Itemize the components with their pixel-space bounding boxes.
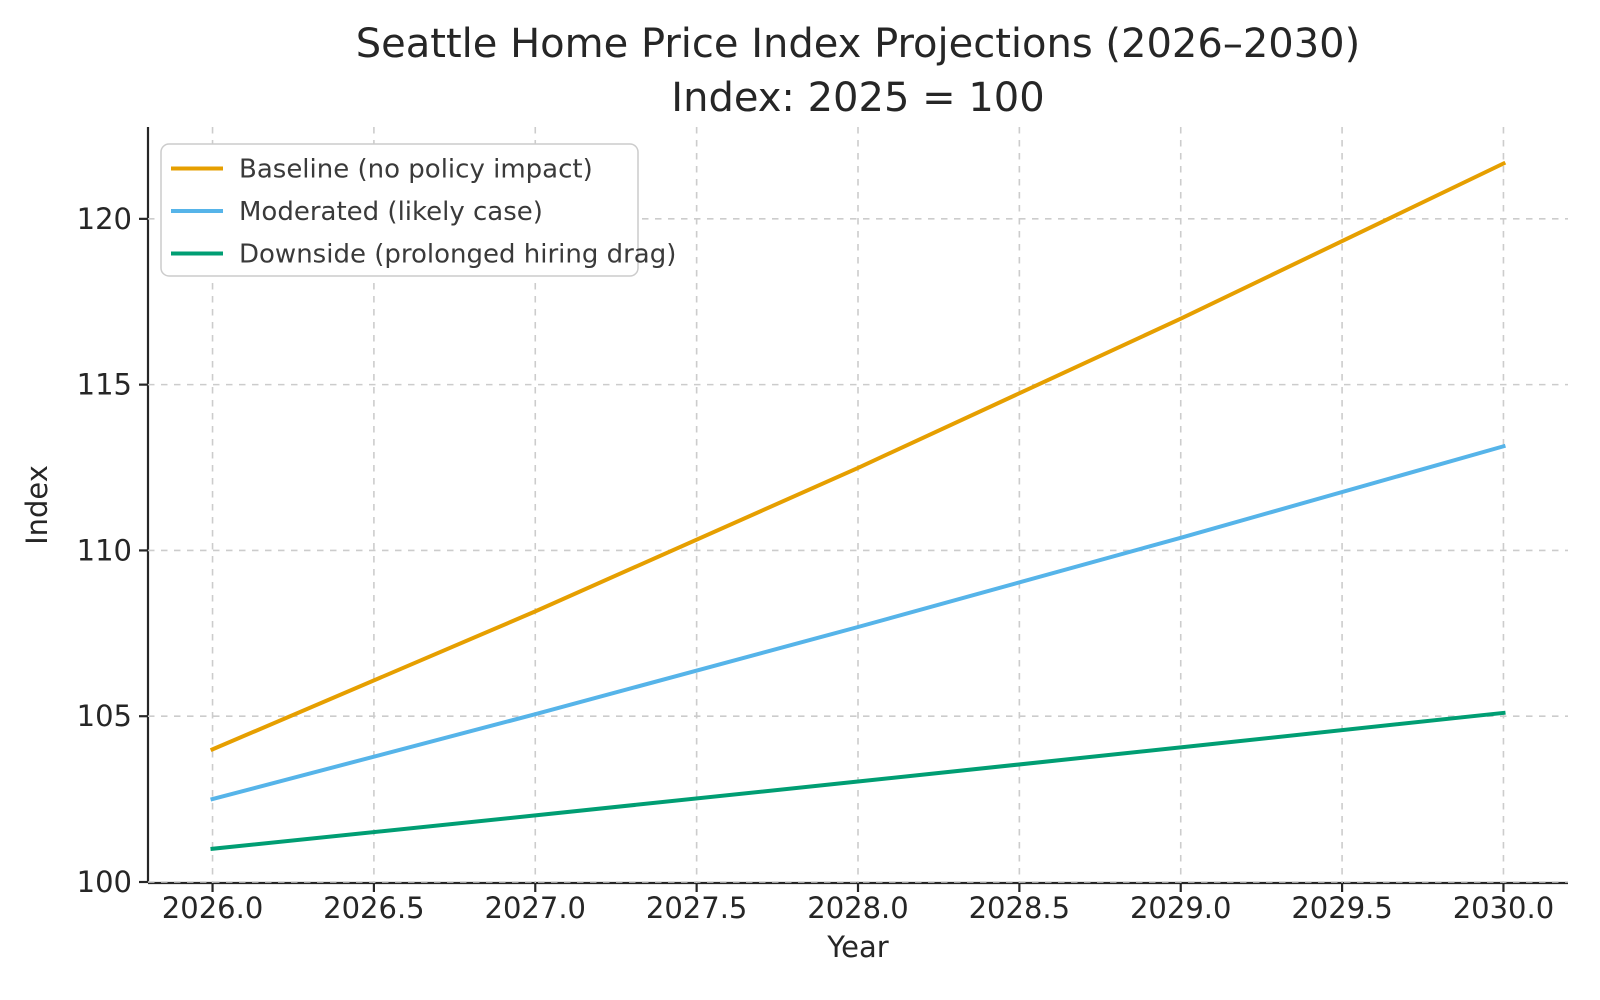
y-tick-label: 115 (77, 368, 132, 402)
legend-label-moderated: Moderated (likely case) (239, 197, 543, 227)
x-tick-label: 2027.0 (485, 891, 586, 925)
chart-subtitle: Index: 2025 = 100 (671, 75, 1044, 121)
axis-ticks: 2026.0 2026.5 2027.0 2027.5 2028.0 2028.5 2029… (77, 202, 1555, 925)
series-lines (209, 160, 1507, 851)
series-line-downside (210, 710, 1506, 851)
x-axis-label: Year (826, 930, 888, 964)
x-tick-label: 2026.0 (162, 891, 263, 925)
x-tick-label: 2028.5 (969, 891, 1070, 925)
y-tick-label: 100 (77, 865, 132, 899)
x-tick-label: 2030.0 (1453, 891, 1554, 925)
legend-label-baseline: Baseline (no policy impact) (239, 155, 593, 185)
legend-label-downside: Downside (prolonged hiring drag) (239, 240, 676, 270)
x-tick-label: 2028.0 (807, 891, 908, 925)
legend-box (160, 143, 639, 277)
y-tick-label: 120 (77, 202, 132, 236)
x-tick-label: 2029.5 (1291, 891, 1392, 925)
y-axis-label: Index (20, 465, 54, 545)
chart-text: Seattle Home Price Index Projections (20… (20, 21, 1360, 964)
y-tick-label: 105 (77, 699, 132, 733)
x-tick-label: 2026.5 (323, 891, 424, 925)
x-tick-label: 2029.0 (1130, 891, 1231, 925)
series-line-moderated (210, 443, 1506, 802)
x-tick-label: 2027.5 (646, 891, 747, 925)
chart-title: Seattle Home Price Index Projections (20… (356, 21, 1360, 67)
gridlines (148, 127, 1568, 883)
series-line-baseline (209, 160, 1507, 753)
y-tick-label: 110 (77, 533, 132, 567)
legend: Baseline (no policy impact) Moderated (li… (160, 143, 676, 277)
